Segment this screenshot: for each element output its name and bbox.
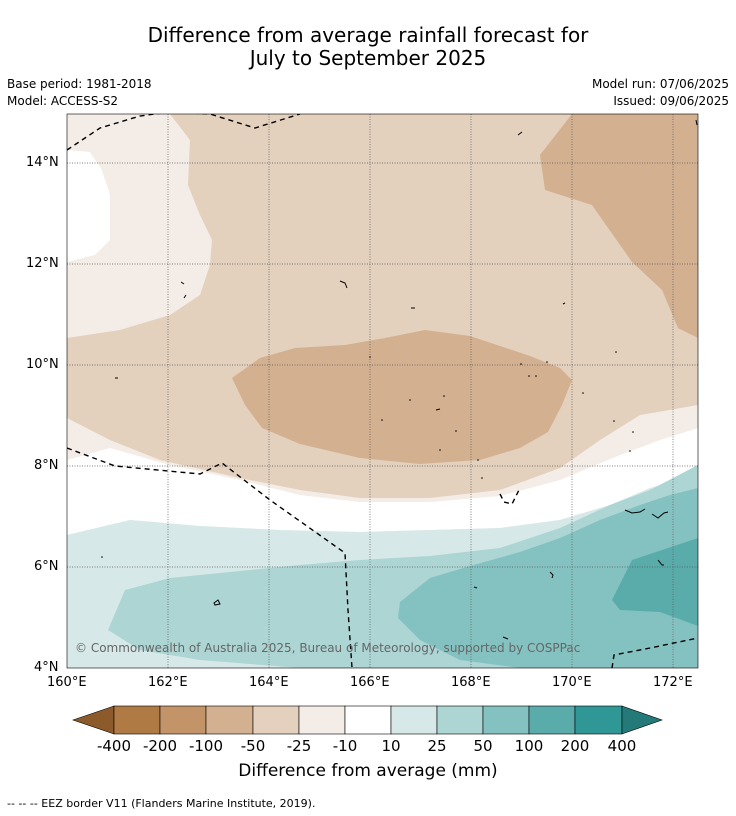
- colorbar-label: -400: [96, 737, 132, 755]
- map-frame: [66, 113, 699, 669]
- colorbar-label: 50: [473, 737, 493, 755]
- colorbar-label: 200: [560, 737, 590, 755]
- lon-tick-172e: 172°E: [653, 675, 693, 690]
- band-near-zero-south: [67, 428, 698, 535]
- model-name: Model: ACCESS-S2: [7, 94, 119, 108]
- lat-tick-4n: 4°N: [34, 660, 59, 675]
- colorbar-high-extend: [621, 705, 663, 735]
- lat-tick-10n: 10°N: [26, 357, 59, 372]
- issued-date: Issued: 09/06/2025: [613, 94, 729, 108]
- base-period: Base period: 1981-2018: [7, 77, 152, 91]
- band-minus-100-ne: [540, 114, 698, 338]
- colorbar-label: -100: [188, 737, 224, 755]
- eez-borders: [67, 114, 698, 668]
- title-line-2: July to September 2025: [249, 46, 487, 70]
- band-near-zero-nw: [67, 150, 110, 262]
- lon-tick-170e: 170°E: [552, 675, 592, 690]
- colorbar-label: -10: [332, 737, 358, 755]
- lat-tick-8n: 8°N: [34, 458, 59, 473]
- lat-tick-12n: 12°N: [26, 256, 59, 271]
- colorbar-low-extend: [72, 705, 115, 735]
- colorbar-title: Difference from average (mm): [238, 761, 498, 781]
- band-plus-50: [398, 488, 698, 668]
- colorbar-label: 400: [607, 737, 637, 755]
- colorbar-label: -25: [286, 737, 312, 755]
- map-area: [67, 114, 698, 668]
- eez-legend-note: -- -- -- EEZ border V11 (Flanders Marine…: [7, 797, 316, 810]
- copyright-notice: © Commonwealth of Australia 2025, Bureau…: [75, 641, 581, 655]
- colorbar-label: 10: [381, 737, 401, 755]
- lon-tick-168e: 168°E: [451, 675, 491, 690]
- band-minus-100-central: [232, 330, 572, 464]
- lon-tick-160e: 160°E: [47, 675, 87, 690]
- colorbar-label: -50: [240, 737, 266, 755]
- lon-tick-166e: 166°E: [350, 675, 390, 690]
- lon-tick-162e: 162°E: [148, 675, 188, 690]
- colorbar-label: -200: [142, 737, 178, 755]
- lon-tick-164e: 164°E: [249, 675, 289, 690]
- island-dots: [101, 351, 634, 558]
- model-run: Model run: 07/06/2025: [591, 77, 729, 91]
- colorbar: [72, 705, 663, 735]
- colorbar-label: 25: [427, 737, 447, 755]
- islands: [115, 119, 698, 640]
- title-line-1: Difference from average rainfall forecas…: [147, 23, 589, 47]
- colorbar-label: 100: [514, 737, 544, 755]
- lat-tick-14n: 14°N: [26, 155, 59, 170]
- lat-tick-6n: 6°N: [34, 559, 59, 574]
- gridlines: [67, 114, 698, 668]
- band-plus-100: [612, 538, 698, 626]
